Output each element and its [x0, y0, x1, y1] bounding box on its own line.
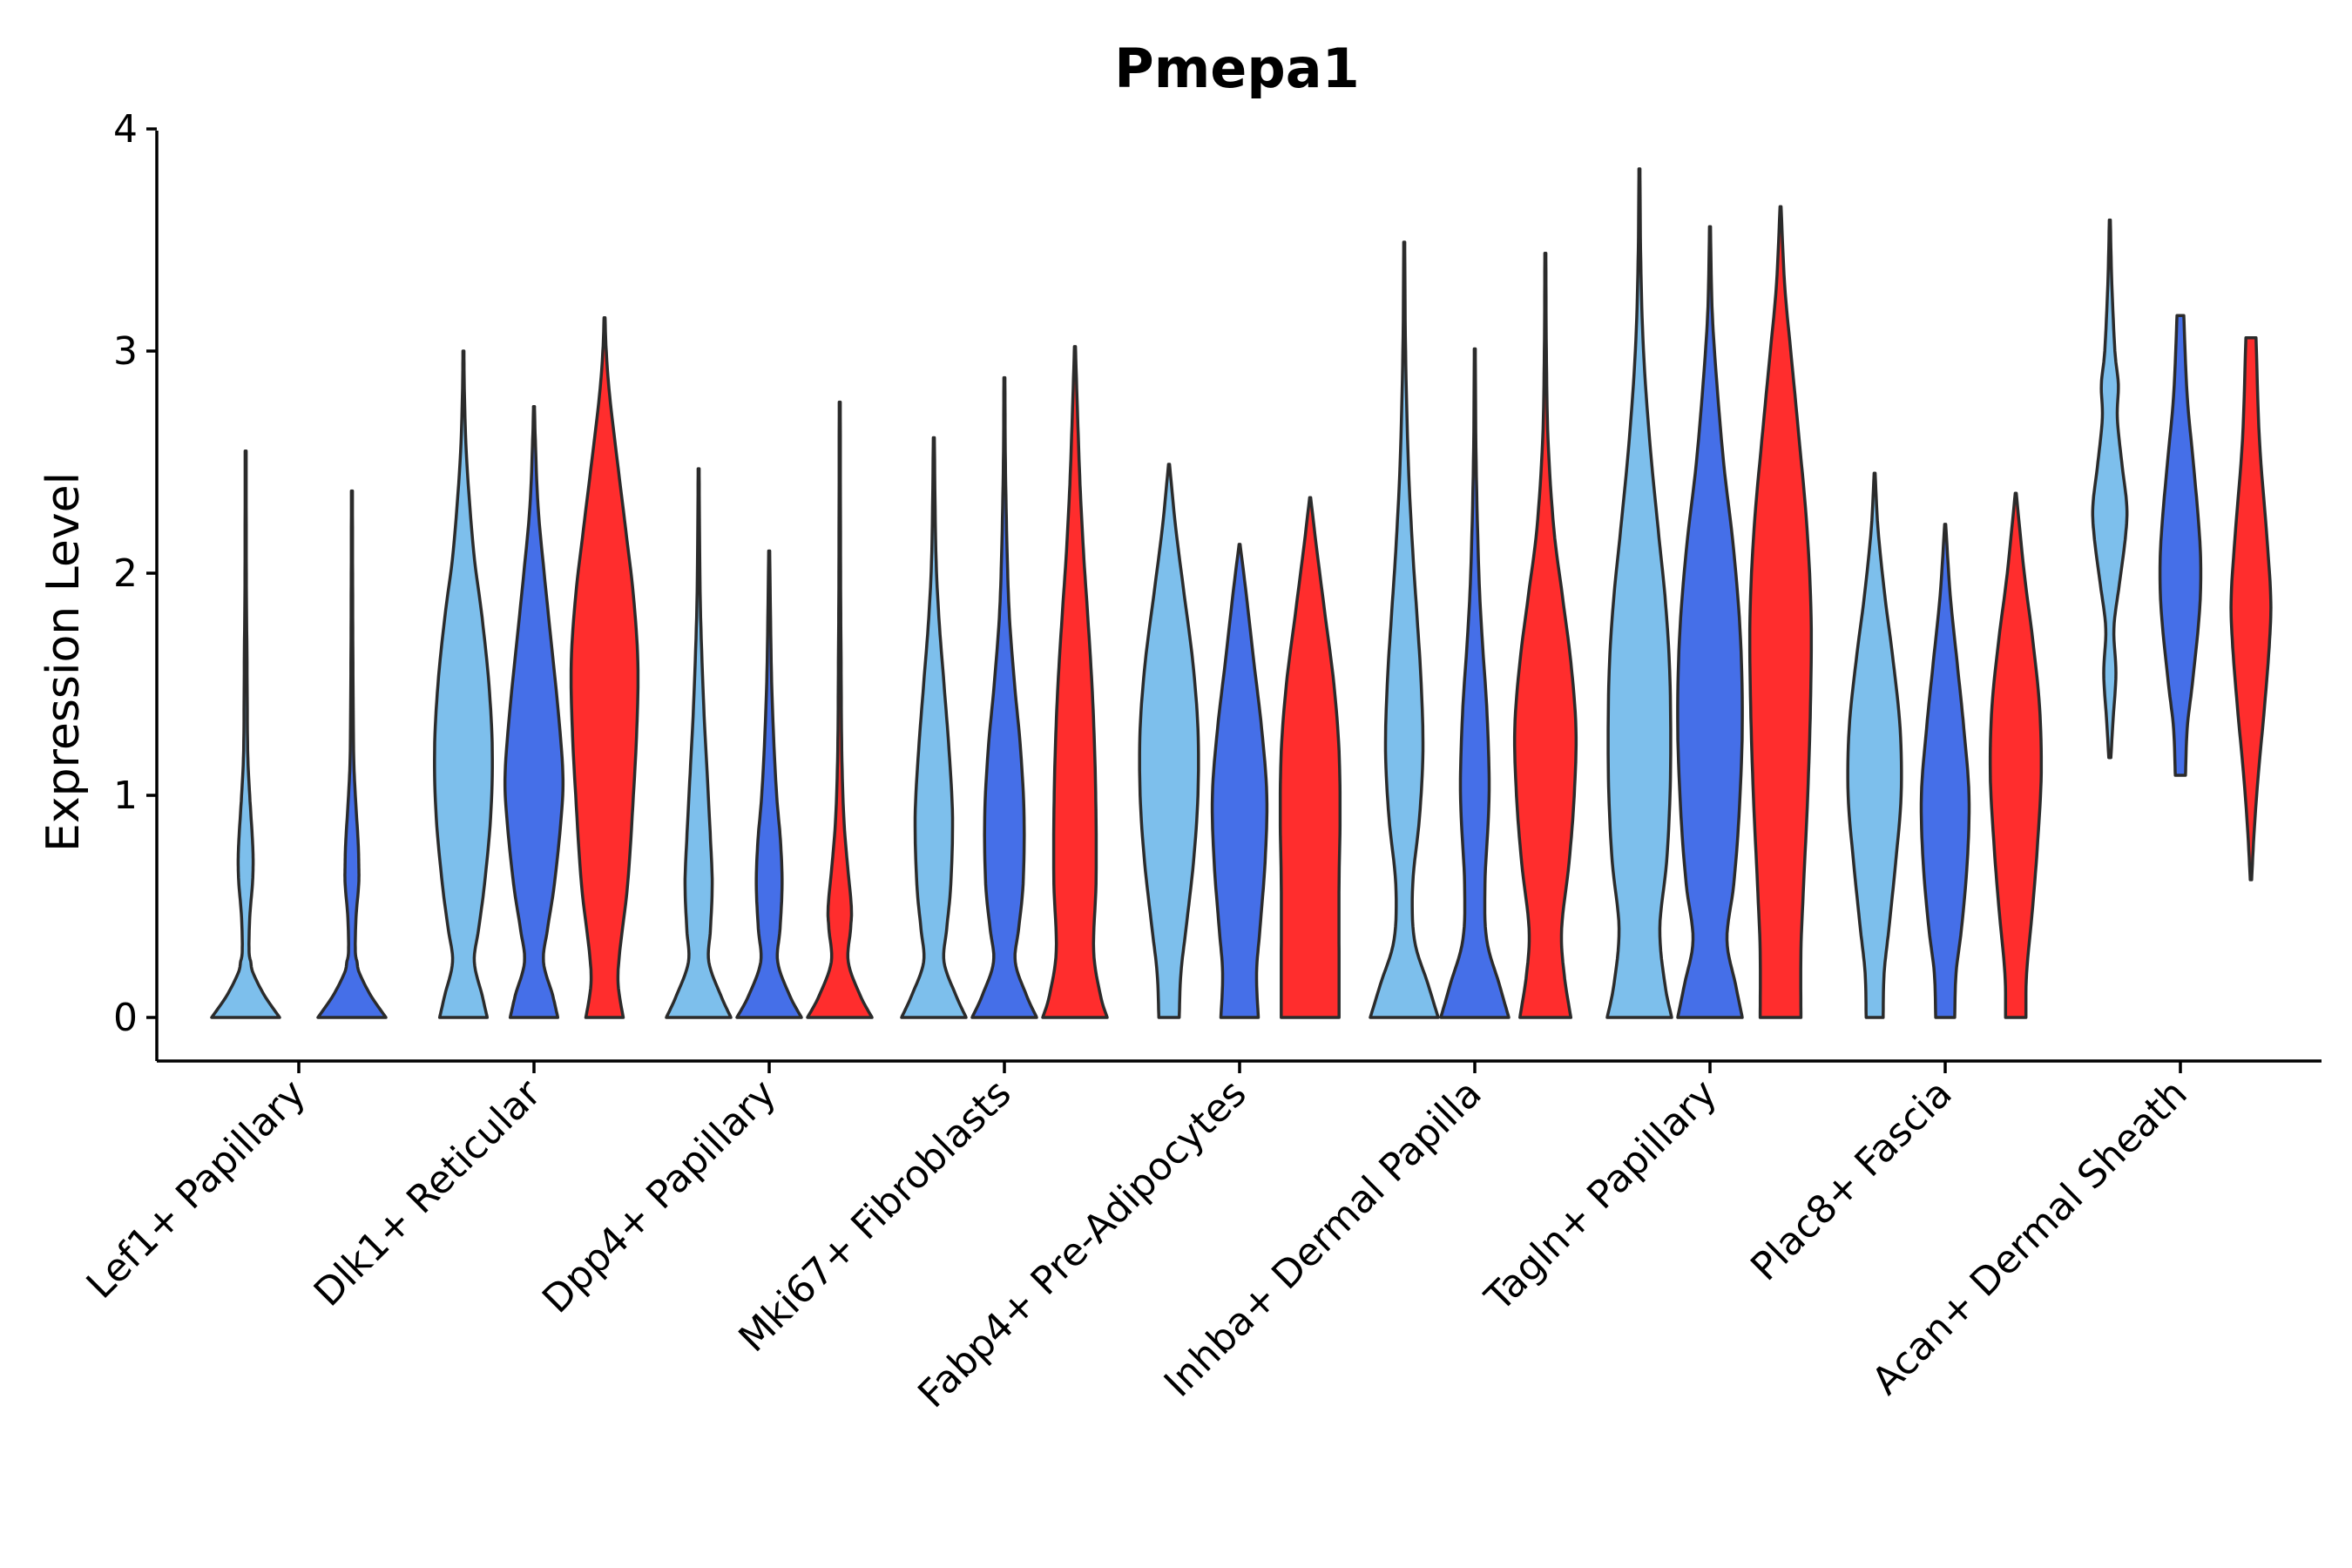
violin-dlk1-reticular-g2 [503, 405, 565, 1019]
violin-lef1-papillary-g1 [210, 449, 281, 1019]
x-tick-label: Dpp4+ Papillary [534, 1071, 785, 1322]
violin-acan-dermal-sheath-g1 [2091, 218, 2129, 760]
y-tick-label: 3 [113, 329, 138, 374]
y-tick-label: 0 [113, 996, 138, 1040]
violin-tagln-papillary-g3 [1747, 205, 1814, 1019]
violin-inhba-dermal-papilla-g1 [1369, 240, 1440, 1019]
violin-dpp4-papillary-g3 [806, 400, 874, 1019]
violin-mki67-fibroblasts-g3 [1041, 345, 1109, 1019]
violin-plac8-fascia-g2 [1919, 523, 1971, 1019]
violin-mki67-fibroblasts-g1 [900, 436, 968, 1019]
x-tick-label: Tagln+ Papillary [1477, 1071, 1726, 1321]
y-axis-label: Expression Level [37, 472, 90, 852]
violin-fabp4-pre-adipocytes-g1 [1138, 463, 1200, 1019]
violin-plac8-fascia-g3 [1988, 491, 2044, 1019]
violin-fabp4-pre-adipocytes-g3 [1278, 496, 1342, 1019]
violins-layer [210, 167, 2273, 1019]
violin-inhba-dermal-papilla-g2 [1439, 347, 1511, 1019]
violin-dlk1-reticular-g1 [433, 349, 494, 1019]
y-tick-label: 2 [113, 551, 138, 596]
violin-acan-dermal-sheath-g3 [2229, 335, 2273, 882]
x-tick-label: Plac8+ Fascia [1742, 1071, 1961, 1290]
violin-dlk1-reticular-g3 [569, 316, 640, 1019]
violin-plac8-fascia-g1 [1846, 471, 1903, 1019]
x-tick-label: Lef1+ Papillary [78, 1071, 314, 1308]
violin-inhba-dermal-papilla-g3 [1512, 252, 1578, 1019]
y-tick-label: 1 [113, 774, 138, 818]
violin-tagln-papillary-g1 [1605, 167, 1673, 1019]
violin-fabp4-pre-adipocytes-g2 [1210, 543, 1269, 1019]
x-tick-label: Dlk1+ Reticular [306, 1071, 551, 1315]
chart-title: Pmepa1 [1114, 37, 1359, 100]
violin-tagln-papillary-g2 [1676, 225, 1744, 1019]
violin-lef1-papillary-g2 [316, 489, 388, 1019]
y-tick-label: 4 [113, 107, 138, 152]
violin-mki67-fibroblasts-g2 [970, 375, 1038, 1019]
violin-dpp4-papillary-g2 [735, 549, 803, 1019]
violin-acan-dermal-sheath-g2 [2158, 314, 2203, 777]
violin-dpp4-papillary-g1 [665, 467, 733, 1019]
